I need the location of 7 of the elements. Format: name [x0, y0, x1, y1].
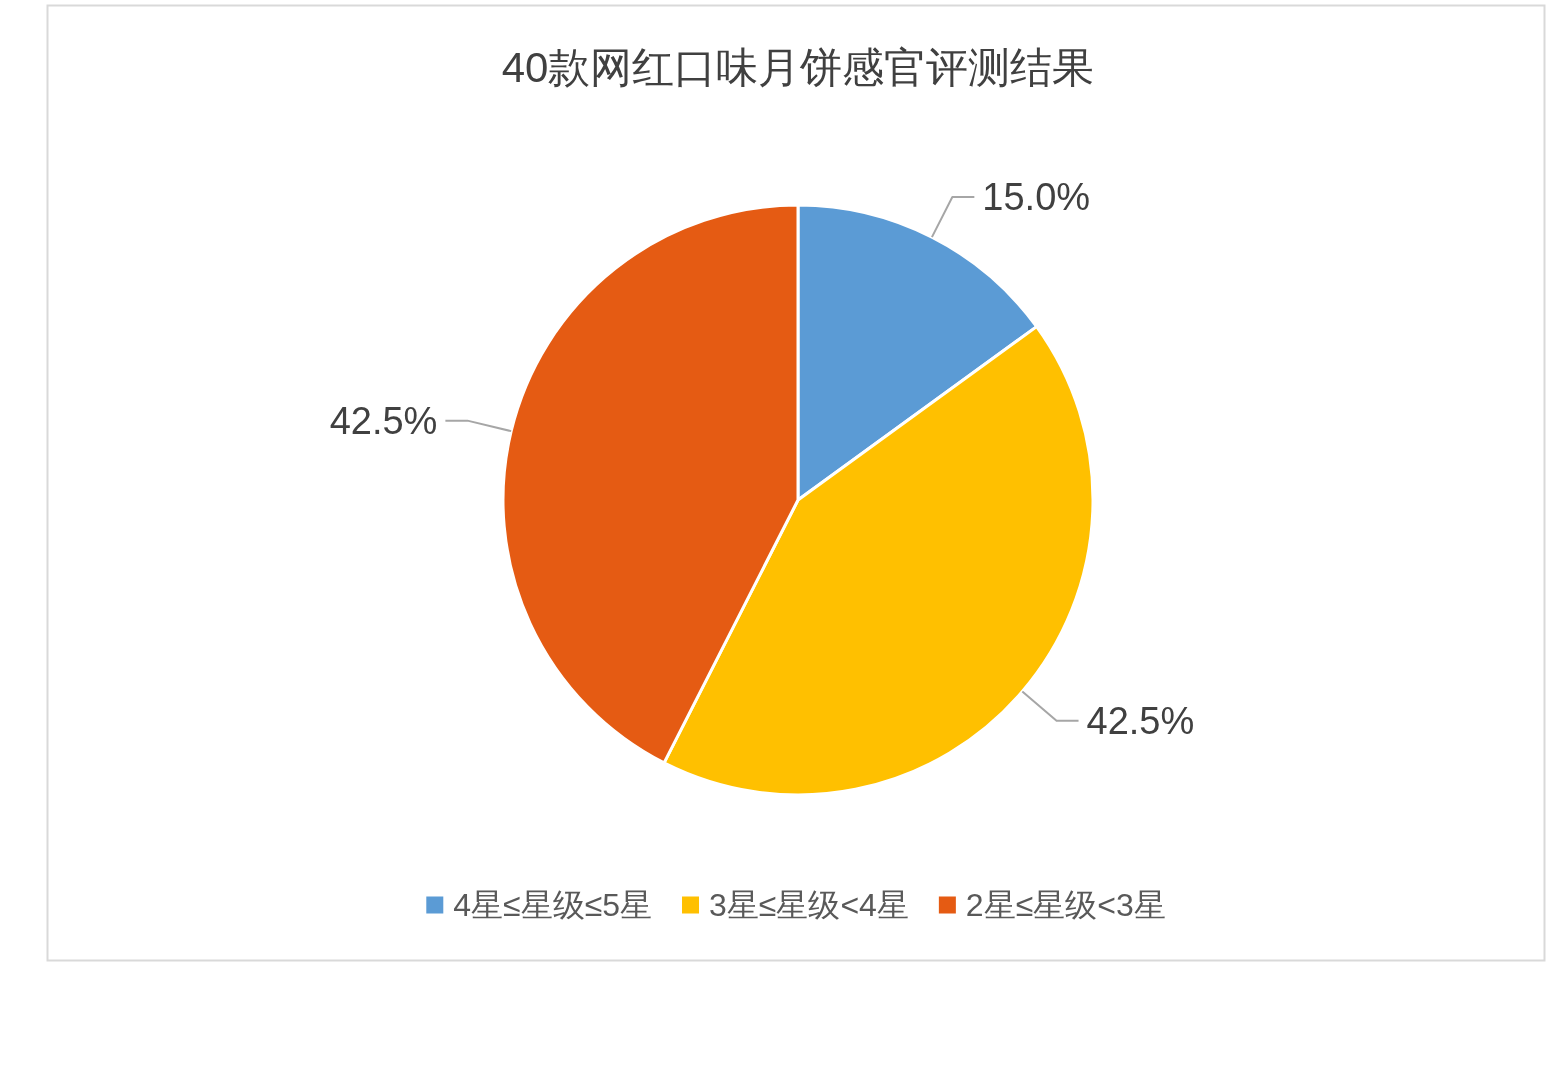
legend-label: 3星≤星级<4星 [709, 887, 909, 923]
data-label: 42.5% [1086, 699, 1195, 742]
data-label: 15.0% [982, 176, 1091, 219]
legend-label: 4星≤星级≤5星 [453, 887, 653, 923]
data-label: 42.5% [329, 399, 438, 442]
chart-title: 40款网红口味月饼感官评测结果 [501, 44, 1095, 91]
legend-label: 2星≤星级<3星 [965, 887, 1166, 923]
